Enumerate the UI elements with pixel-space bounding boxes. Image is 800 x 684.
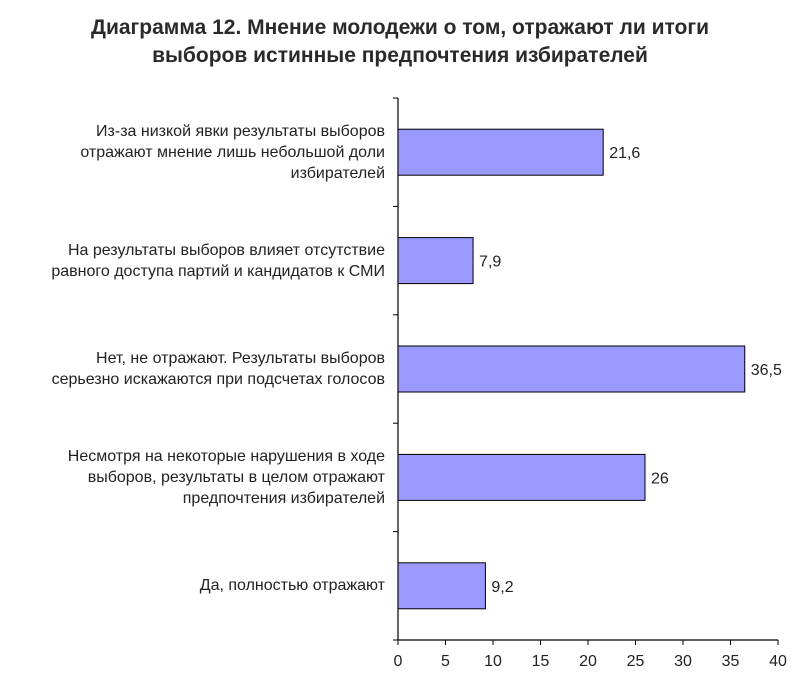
category-label-line: Несмотря на некоторые нарушения в ходе	[67, 447, 385, 465]
bar-value-label: 7,9	[479, 254, 501, 271]
category-label-line: На результаты выборов влияет отсутствие	[67, 241, 385, 259]
x-tick-label: 35	[722, 653, 740, 670]
bar	[397, 562, 486, 610]
bar	[397, 453, 646, 501]
x-tick-label: 20	[579, 653, 597, 670]
category-label: Да, полностью отражают	[15, 575, 385, 596]
category-label: Из-за низкой явки результаты выборов отра…	[15, 121, 385, 184]
category-label-line: отражают мнение лишь небольшой доли	[80, 143, 385, 161]
x-tick-label: 5	[441, 653, 450, 670]
chart-title-line-2: выборов истинные предпочтения избирателе…	[152, 44, 648, 67]
bar-value-label: 36,5	[751, 362, 782, 379]
category-label: Нет, не отражают. Результаты выборов серь…	[15, 348, 385, 390]
chart-title: Диаграмма 12. Мнение молодежи о том, отр…	[0, 14, 800, 70]
x-tick-label: 25	[627, 653, 645, 670]
chart-title-line-1: Диаграмма 12. Мнение молодежи о том, отр…	[90, 16, 709, 39]
bar-value-label: 26	[651, 470, 669, 487]
category-label-line: равного доступа партий и кандидатов к СМ…	[51, 262, 385, 280]
category-label-line: Из-за низкой явки результаты выборов	[96, 122, 385, 140]
category-label: Несмотря на некоторые нарушения в ходе вы…	[15, 446, 385, 509]
bar-value-label: 21,6	[609, 145, 640, 162]
category-label-line: предпочтения избирателей	[182, 489, 385, 507]
x-tick-label: 0	[394, 653, 403, 670]
bar	[397, 128, 604, 176]
category-label-line: выборов, результаты в целом отражают	[87, 468, 385, 486]
category-label-line: избирателей	[290, 164, 385, 182]
bar-value-label: 9,2	[491, 579, 513, 596]
x-tick-label: 40	[769, 653, 787, 670]
category-label-line: серьезно искажаются при подсчетах голосо…	[51, 371, 385, 388]
x-tick-label: 15	[532, 653, 550, 670]
category-label-line: Нет, не отражают. Результаты выборов	[96, 350, 385, 367]
bar	[397, 345, 746, 393]
category-label-line: Да, полностью отражают	[199, 577, 385, 595]
bar	[397, 237, 474, 285]
x-tick-label: 30	[674, 653, 692, 670]
x-tick-label: 10	[484, 653, 502, 670]
category-label: На результаты выборов влияет отсутствие р…	[15, 240, 385, 282]
